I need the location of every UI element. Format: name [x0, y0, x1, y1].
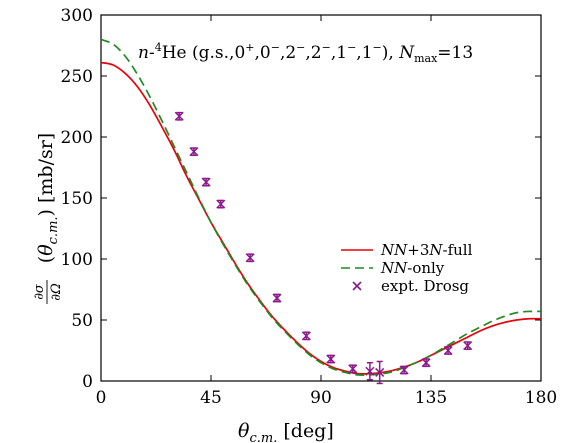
data-point — [375, 360, 385, 385]
plot-frame — [100, 14, 542, 382]
data-point — [216, 199, 226, 209]
legend-label-expt: expt. Drosg — [381, 277, 469, 295]
y-tick-label: 150 — [61, 189, 93, 209]
data-point — [189, 147, 199, 157]
chart-title: n-4He (g.s.,0+,0−,2−,2−,1−,1−), Nmax=13 — [138, 41, 473, 65]
y-tick-label: 50 — [71, 311, 93, 331]
legend-label-nn: NN-only — [380, 259, 445, 277]
marker-stroke — [326, 354, 336, 364]
series-line-nn3n-full — [100, 61, 542, 375]
data-markers — [174, 111, 473, 385]
series-curves — [100, 38, 542, 376]
marker-stroke — [174, 111, 184, 121]
marker-stroke — [189, 147, 199, 157]
y-tick-label: 200 — [61, 128, 93, 148]
svg-text:∂σ: ∂σ — [32, 283, 47, 300]
marker-stroke — [463, 341, 473, 351]
marker-stroke — [245, 253, 255, 263]
x-tick-label: 180 — [525, 388, 557, 408]
data-point — [201, 177, 211, 187]
y-tick-label: 250 — [61, 67, 93, 87]
legend-marker-expt — [352, 281, 362, 291]
y-tick-label: 300 — [61, 6, 93, 26]
data-point — [443, 345, 453, 356]
y-tick-label: 0 — [82, 372, 93, 392]
data-point — [174, 111, 184, 121]
marker-stroke — [301, 331, 311, 341]
data-point — [463, 341, 473, 351]
data-point — [245, 253, 255, 263]
x-tick-label: 0 — [96, 388, 107, 408]
marker-stroke — [365, 366, 375, 376]
marker-stroke — [272, 293, 282, 303]
x-tick-label: 45 — [200, 388, 222, 408]
x-tick-label: 135 — [415, 388, 447, 408]
data-point — [348, 364, 358, 374]
legend: NN+3N-full NN-only expt. Drosg — [341, 241, 473, 295]
marker-stroke — [201, 177, 211, 187]
y-tick-label: 100 — [61, 250, 93, 270]
legend-label-nn3n: NN+3N-full — [380, 241, 473, 259]
marker-stroke — [216, 199, 226, 209]
marker-stroke — [399, 365, 409, 375]
marker-stroke — [348, 364, 358, 374]
data-point — [326, 354, 336, 364]
x-tick-label: 90 — [310, 388, 332, 408]
marker-stroke — [421, 358, 431, 368]
series-line-nn-only — [100, 38, 542, 376]
data-point — [272, 293, 282, 303]
data-point — [365, 361, 375, 381]
x-axis-label: θc.m. [deg] — [238, 420, 334, 443]
axis-ticks: 0 45 90 135 180 0 50 100 150 200 250 300 — [61, 6, 558, 408]
marker-stroke — [375, 367, 385, 377]
data-point — [399, 365, 409, 375]
marker-stroke — [443, 345, 453, 356]
y-axis-label: (θc.m.) [mb/sr] ∂σ ∂Ω — [32, 133, 64, 304]
data-point — [421, 358, 431, 368]
data-point — [301, 331, 311, 341]
svg-text:∂Ω: ∂Ω — [49, 283, 64, 301]
svg-text:(θc.m.) [mb/sr]: (θc.m.) [mb/sr] — [35, 133, 61, 263]
